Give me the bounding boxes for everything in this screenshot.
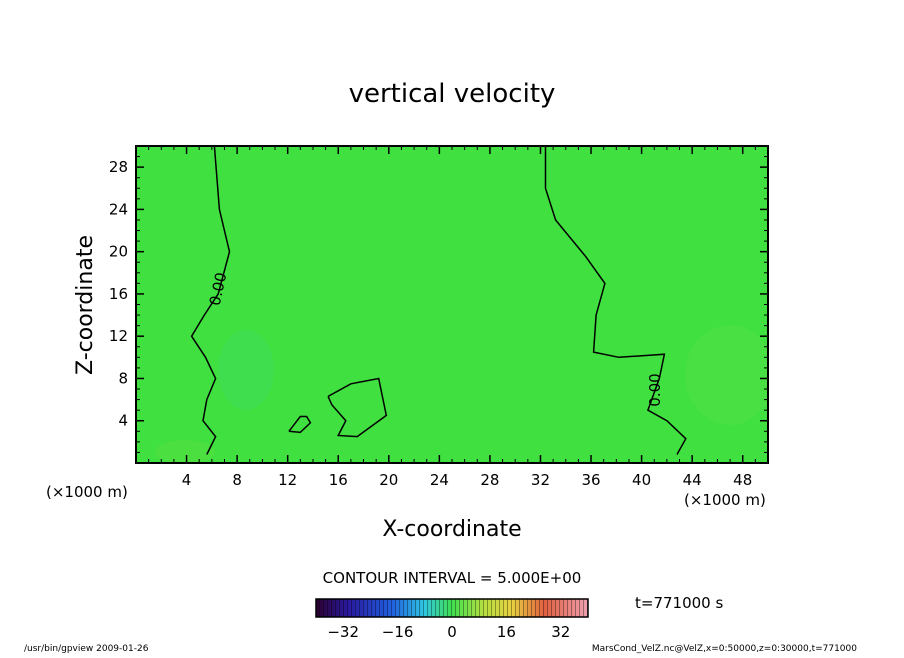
x-axis-ticks: 4 8 12 16 20 24 28 32 36 40 44 48 xyxy=(148,146,756,489)
contour-lines xyxy=(190,146,687,455)
x-unit-left: (×1000 m) xyxy=(46,483,128,501)
contour-small-loop xyxy=(288,415,312,434)
y-tick-label: 12 xyxy=(109,327,128,345)
shade-bottom xyxy=(155,440,215,463)
x-tick-label: 4 xyxy=(182,471,192,489)
colorbar-frame xyxy=(315,598,589,618)
contour-right xyxy=(544,146,687,455)
time-label: t=771000 s xyxy=(635,594,723,612)
colorbar-tick-label: −32 xyxy=(327,623,359,641)
y-tick-label: 28 xyxy=(109,158,128,176)
x-tick-label: 8 xyxy=(232,471,242,489)
y-tick-label: 4 xyxy=(118,412,128,430)
x-tick-label: 36 xyxy=(581,471,600,489)
contour-interval: CONTOUR INTERVAL = 5.000E+00 xyxy=(323,569,582,587)
colorbar-tick-label: 0 xyxy=(447,623,457,641)
x-tick-label: 12 xyxy=(278,471,297,489)
x-tick-label: 28 xyxy=(480,471,499,489)
y-tick-label: 8 xyxy=(118,369,128,387)
chart-title: vertical velocity xyxy=(349,79,556,109)
shade-right xyxy=(685,325,768,425)
colorbar-tick-label: −16 xyxy=(382,623,414,641)
contour-label-right: 0.00 xyxy=(646,373,664,406)
plot-area xyxy=(136,146,768,463)
y-tick-label: 20 xyxy=(109,243,128,261)
x-tick-label: 48 xyxy=(733,471,752,489)
contour-left xyxy=(190,146,231,455)
y-tick-label: 24 xyxy=(109,200,128,218)
colorbar-tick-label: 32 xyxy=(551,623,570,641)
x-tick-label: 44 xyxy=(683,471,702,489)
contour-middle-blob xyxy=(327,377,388,438)
x-tick-label: 16 xyxy=(329,471,348,489)
shade-left xyxy=(218,330,274,410)
footer-right: MarsCond_VelZ.nc@VelZ,x=0:50000,z=0:3000… xyxy=(592,644,857,654)
x-tick-label: 32 xyxy=(531,471,550,489)
x-axis-title: X-coordinate xyxy=(382,517,521,542)
y-axis-ticks: 4 8 12 16 20 24 28 xyxy=(109,156,768,453)
y-tick-label: 16 xyxy=(109,285,128,303)
x-unit-right: (×1000 m) xyxy=(684,491,766,509)
x-tick-label: 20 xyxy=(379,471,398,489)
x-tick-label: 40 xyxy=(632,471,651,489)
footer-left: /usr/bin/gpview 2009-01-26 xyxy=(24,644,149,654)
y-axis-title: Z-coordinate xyxy=(73,235,98,375)
colorbar-tick-label: 16 xyxy=(497,623,516,641)
colorbar-stripes xyxy=(316,599,588,617)
x-tick-label: 24 xyxy=(430,471,449,489)
colorbar-ticks: −32 −16 0 16 32 xyxy=(327,623,570,641)
